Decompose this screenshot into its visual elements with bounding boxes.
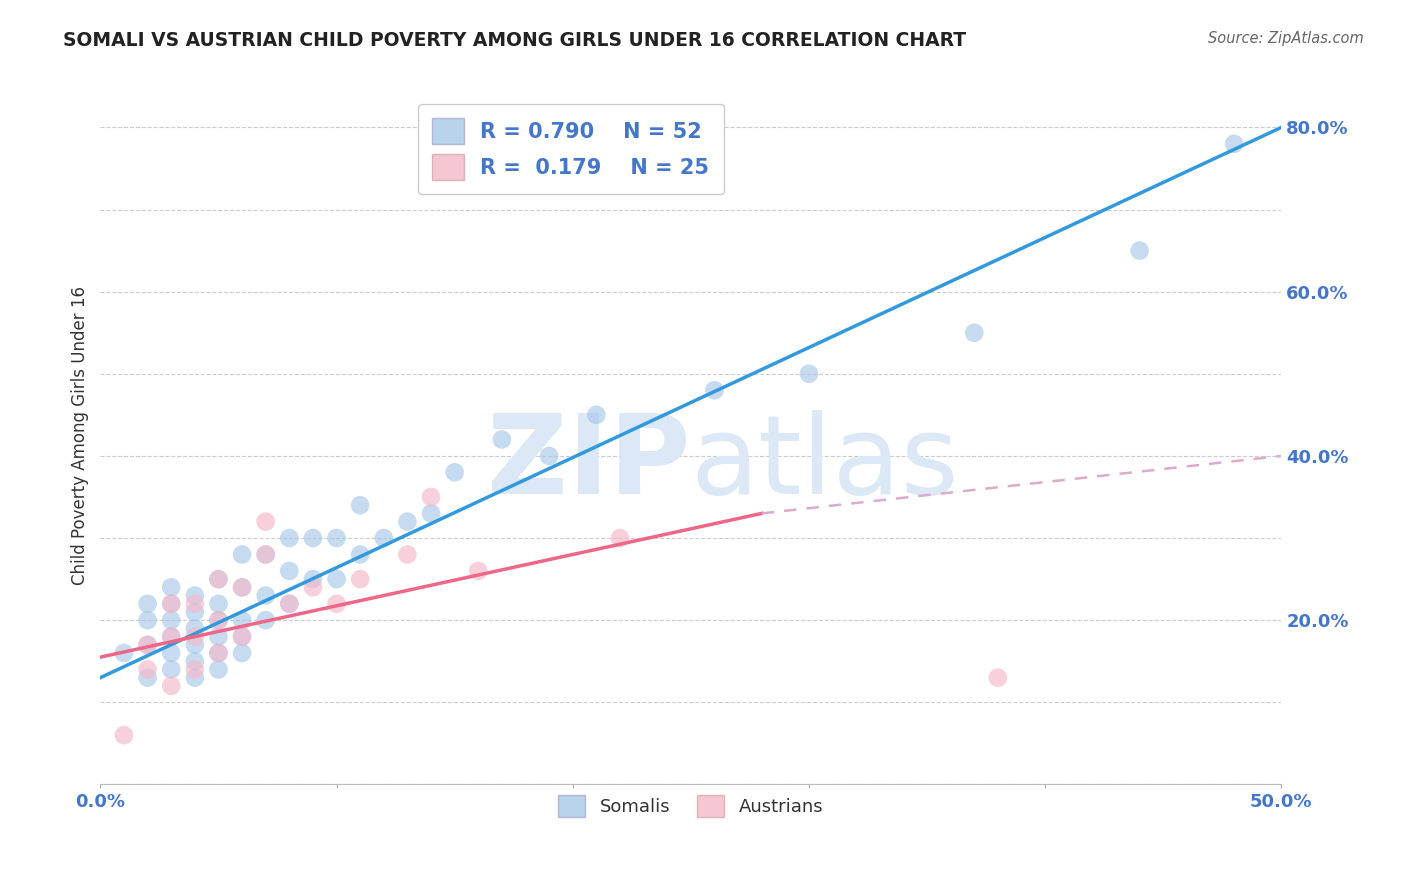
Point xyxy=(160,646,183,660)
Point xyxy=(349,548,371,562)
Point xyxy=(184,589,207,603)
Point xyxy=(278,531,301,545)
Point xyxy=(136,638,159,652)
Y-axis label: Child Poverty Among Girls Under 16: Child Poverty Among Girls Under 16 xyxy=(72,286,89,585)
Text: atlas: atlas xyxy=(690,409,959,516)
Point xyxy=(278,597,301,611)
Point xyxy=(231,548,253,562)
Point xyxy=(207,597,229,611)
Point xyxy=(349,498,371,512)
Point xyxy=(160,630,183,644)
Point xyxy=(160,597,183,611)
Point xyxy=(207,630,229,644)
Text: SOMALI VS AUSTRIAN CHILD POVERTY AMONG GIRLS UNDER 16 CORRELATION CHART: SOMALI VS AUSTRIAN CHILD POVERTY AMONG G… xyxy=(63,31,966,50)
Point xyxy=(254,613,277,627)
Point xyxy=(207,646,229,660)
Point xyxy=(538,449,561,463)
Point xyxy=(1223,136,1246,151)
Point xyxy=(207,572,229,586)
Point xyxy=(231,646,253,660)
Point xyxy=(231,580,253,594)
Point xyxy=(136,638,159,652)
Point xyxy=(207,663,229,677)
Point xyxy=(231,580,253,594)
Point xyxy=(420,490,443,504)
Point xyxy=(112,728,135,742)
Point xyxy=(325,531,347,545)
Point xyxy=(609,531,631,545)
Point xyxy=(278,597,301,611)
Point xyxy=(184,671,207,685)
Point xyxy=(349,572,371,586)
Point xyxy=(160,630,183,644)
Point xyxy=(184,605,207,619)
Point xyxy=(443,466,465,480)
Point xyxy=(160,597,183,611)
Point xyxy=(207,646,229,660)
Point xyxy=(703,383,725,397)
Point xyxy=(184,630,207,644)
Point xyxy=(184,654,207,668)
Point xyxy=(184,663,207,677)
Point xyxy=(797,367,820,381)
Point xyxy=(254,515,277,529)
Point xyxy=(254,548,277,562)
Point xyxy=(467,564,489,578)
Point xyxy=(160,580,183,594)
Text: ZIP: ZIP xyxy=(488,409,690,516)
Point xyxy=(231,630,253,644)
Point xyxy=(136,671,159,685)
Point xyxy=(207,613,229,627)
Point xyxy=(302,572,325,586)
Point xyxy=(136,663,159,677)
Point xyxy=(112,646,135,660)
Point xyxy=(987,671,1010,685)
Point xyxy=(325,597,347,611)
Point xyxy=(184,597,207,611)
Point xyxy=(325,572,347,586)
Point xyxy=(231,613,253,627)
Point xyxy=(136,597,159,611)
Point xyxy=(160,663,183,677)
Point xyxy=(396,515,419,529)
Point xyxy=(184,638,207,652)
Point xyxy=(278,564,301,578)
Legend: Somalis, Austrians: Somalis, Austrians xyxy=(551,788,831,824)
Point xyxy=(373,531,395,545)
Point xyxy=(420,507,443,521)
Text: Source: ZipAtlas.com: Source: ZipAtlas.com xyxy=(1208,31,1364,46)
Point xyxy=(207,572,229,586)
Point xyxy=(491,433,513,447)
Point xyxy=(184,621,207,635)
Point xyxy=(254,589,277,603)
Point xyxy=(1129,244,1152,258)
Point xyxy=(231,630,253,644)
Point xyxy=(160,613,183,627)
Point xyxy=(160,679,183,693)
Point xyxy=(585,408,607,422)
Point xyxy=(963,326,986,340)
Point xyxy=(396,548,419,562)
Point xyxy=(302,580,325,594)
Point xyxy=(254,548,277,562)
Point xyxy=(207,613,229,627)
Point xyxy=(302,531,325,545)
Point xyxy=(136,613,159,627)
